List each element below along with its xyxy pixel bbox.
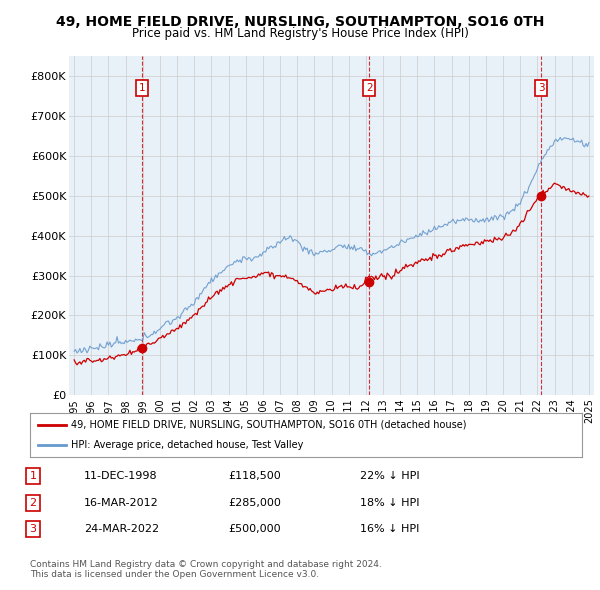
Text: 2: 2 xyxy=(366,83,373,93)
Text: HPI: Average price, detached house, Test Valley: HPI: Average price, detached house, Test… xyxy=(71,440,304,450)
Text: £285,000: £285,000 xyxy=(228,498,281,507)
Text: Contains HM Land Registry data © Crown copyright and database right 2024.
This d: Contains HM Land Registry data © Crown c… xyxy=(30,560,382,579)
Text: 1: 1 xyxy=(29,471,37,481)
Text: £118,500: £118,500 xyxy=(228,471,281,481)
Text: £500,000: £500,000 xyxy=(228,525,281,534)
Text: 16% ↓ HPI: 16% ↓ HPI xyxy=(360,525,419,534)
Text: 3: 3 xyxy=(29,525,37,534)
Text: 11-DEC-1998: 11-DEC-1998 xyxy=(84,471,158,481)
Text: 16-MAR-2012: 16-MAR-2012 xyxy=(84,498,159,507)
Text: 49, HOME FIELD DRIVE, NURSLING, SOUTHAMPTON, SO16 0TH (detached house): 49, HOME FIELD DRIVE, NURSLING, SOUTHAMP… xyxy=(71,420,467,430)
Text: 22% ↓ HPI: 22% ↓ HPI xyxy=(360,471,419,481)
Text: 2: 2 xyxy=(29,498,37,507)
Text: 3: 3 xyxy=(538,83,545,93)
Text: 49, HOME FIELD DRIVE, NURSLING, SOUTHAMPTON, SO16 0TH: 49, HOME FIELD DRIVE, NURSLING, SOUTHAMP… xyxy=(56,15,544,29)
Text: 24-MAR-2022: 24-MAR-2022 xyxy=(84,525,159,534)
Text: 18% ↓ HPI: 18% ↓ HPI xyxy=(360,498,419,507)
Text: Price paid vs. HM Land Registry's House Price Index (HPI): Price paid vs. HM Land Registry's House … xyxy=(131,27,469,40)
Text: 1: 1 xyxy=(139,83,145,93)
